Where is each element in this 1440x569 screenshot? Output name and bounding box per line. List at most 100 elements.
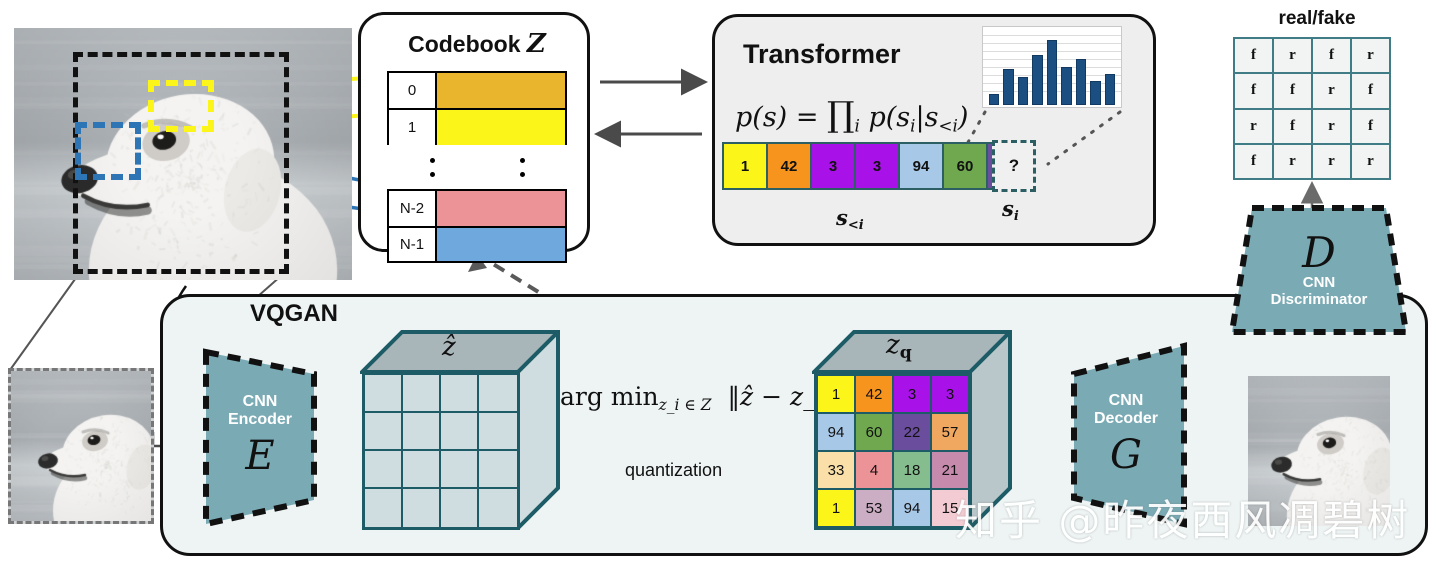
histogram-bar	[1003, 69, 1013, 105]
cnn-discriminator-block[interactable]: D CNN Discriminator	[1228, 200, 1410, 340]
z-hat-cell	[441, 375, 479, 413]
z-hat-cell	[479, 375, 517, 413]
codebook-row-n2[interactable]: N-2	[387, 189, 567, 226]
real-fake-grid: frfrffrfrfrffrrr	[1233, 37, 1391, 180]
zq-label: zq	[886, 330, 912, 363]
histogram-bar	[1105, 74, 1115, 105]
watermark: 知乎 @昨夜西风凋碧树	[955, 487, 1410, 548]
s-i-sub: i	[1014, 209, 1019, 224]
codebook-vector-1	[437, 110, 565, 145]
codebook-index-0: 0	[389, 73, 437, 108]
s-lt-i-letter: s	[836, 205, 848, 230]
z-hat-cell	[403, 489, 441, 527]
formula-prod-sub: i	[855, 115, 860, 135]
quant-arg-sub: z_i ∈ Z	[659, 396, 712, 414]
z-hat-cell	[365, 489, 403, 527]
zq-cell: 22	[893, 413, 931, 451]
real-fake-cell: f	[1274, 74, 1311, 107]
zq-cell: 4	[855, 451, 893, 489]
sequence-token[interactable]: 42	[768, 144, 812, 188]
real-fake-cell: f	[1352, 74, 1389, 107]
codebook-table: 0 1 N-2 N-1	[387, 71, 567, 263]
codebook-ellipsis	[387, 145, 567, 189]
codebook-title-text: Codebook	[408, 31, 520, 57]
real-fake-cell: f	[1235, 39, 1272, 72]
zq-cell: 1	[817, 375, 855, 413]
zq-cell: 57	[931, 413, 969, 451]
zq-cell: 21	[931, 451, 969, 489]
histogram-bar	[1076, 59, 1086, 105]
codebook-index-1: 1	[389, 110, 437, 145]
z-hat-cell	[403, 413, 441, 451]
eye-highlight-box	[148, 80, 214, 132]
zq-label-letter: z	[886, 330, 900, 360]
z-hat-cell	[441, 489, 479, 527]
z-hat-label: ẑ	[442, 332, 456, 362]
histogram-bar	[1061, 67, 1071, 105]
codebook-row-n1[interactable]: N-1	[387, 226, 567, 263]
zq-cell: 60	[855, 413, 893, 451]
zq-grid: 1 42 3 3 94 60 22 57 33 4 18 21 1 53 94 15	[814, 372, 972, 530]
real-fake-cell: r	[1313, 110, 1350, 143]
s-lt-i-label: s<i	[836, 205, 864, 233]
zq-cell: 3	[931, 375, 969, 413]
zq-label-sub: q	[900, 343, 912, 363]
sequence-token[interactable]: 94	[900, 144, 944, 188]
codebook-vector-n2	[437, 191, 565, 226]
cropped-input-image	[8, 368, 154, 524]
real-fake-cell: f	[1313, 39, 1350, 72]
token-unknown[interactable]: ?	[992, 140, 1036, 192]
next-token-histogram	[982, 26, 1122, 108]
real-fake-cell: r	[1352, 145, 1389, 178]
sequence-token[interactable]: 3	[856, 144, 900, 188]
histogram-bar	[1090, 81, 1100, 105]
transformer-formula: p(s) = ∏i p(si|s<i)	[735, 95, 968, 135]
codebook-vector-0	[437, 73, 565, 108]
z-hat-cell	[365, 451, 403, 489]
z-hat-cell	[479, 413, 517, 451]
histogram-bars	[989, 31, 1115, 105]
real-fake-cell: r	[1313, 74, 1350, 107]
quant-arg: arg min	[560, 382, 659, 411]
formula-rhs: p(s	[868, 102, 910, 133]
zq-cell: 3	[893, 375, 931, 413]
sequence-token[interactable]: 3	[812, 144, 856, 188]
zq-cell: 94	[817, 413, 855, 451]
codebook-panel: Codebook Z 0 1 N-2 N-1	[358, 12, 590, 252]
codebook-symbol: Z	[527, 29, 546, 59]
formula-close: )	[958, 102, 969, 133]
z-hat-cell	[365, 413, 403, 451]
formula-prod: ∏	[827, 95, 855, 135]
zq-cell: 33	[817, 451, 855, 489]
zq-cell: 53	[855, 489, 893, 527]
cnn-encoder-shape	[198, 338, 322, 534]
z-hat-cell	[403, 451, 441, 489]
real-fake-cell: f	[1352, 110, 1389, 143]
sequence-token[interactable]: 1	[724, 144, 768, 188]
s-i-letter: s	[1002, 196, 1014, 221]
real-fake-title: real/fake	[1252, 8, 1382, 30]
real-fake-cell: r	[1235, 110, 1272, 143]
real-fake-cell: r	[1274, 39, 1311, 72]
formula-lhs: p(s)	[735, 102, 787, 133]
s-i-label: si	[1002, 196, 1019, 224]
token-sequence: 14233946022	[722, 142, 1034, 190]
codebook-title: Codebook Z	[361, 29, 593, 59]
z-hat-cell	[479, 489, 517, 527]
codebook-vector-n1	[437, 228, 565, 261]
real-fake-cell: r	[1313, 145, 1350, 178]
codebook-row-0[interactable]: 0	[387, 71, 567, 108]
z-hat-cell	[365, 375, 403, 413]
zq-cell: 94	[893, 489, 931, 527]
formula-rhs-sub2: <i	[938, 115, 957, 135]
histogram-bar	[989, 94, 999, 105]
z-hat-cell	[441, 413, 479, 451]
z-hat-cell	[403, 375, 441, 413]
codebook-row-1[interactable]: 1	[387, 108, 567, 145]
real-fake-cell: f	[1235, 145, 1272, 178]
z-hat-cube: ẑ	[360, 330, 560, 530]
cnn-encoder-block[interactable]: CNN Encoder E	[198, 338, 322, 534]
nose-highlight-box	[75, 122, 141, 180]
sequence-token[interactable]: 60	[944, 144, 988, 188]
transformer-title: Transformer	[743, 39, 901, 70]
